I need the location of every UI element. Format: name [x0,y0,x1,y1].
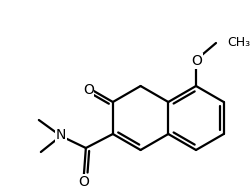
Text: CH₃: CH₃ [227,36,250,49]
Text: O: O [192,54,202,68]
Text: N: N [56,128,66,142]
Text: O: O [78,175,89,189]
Text: O: O [83,83,94,97]
